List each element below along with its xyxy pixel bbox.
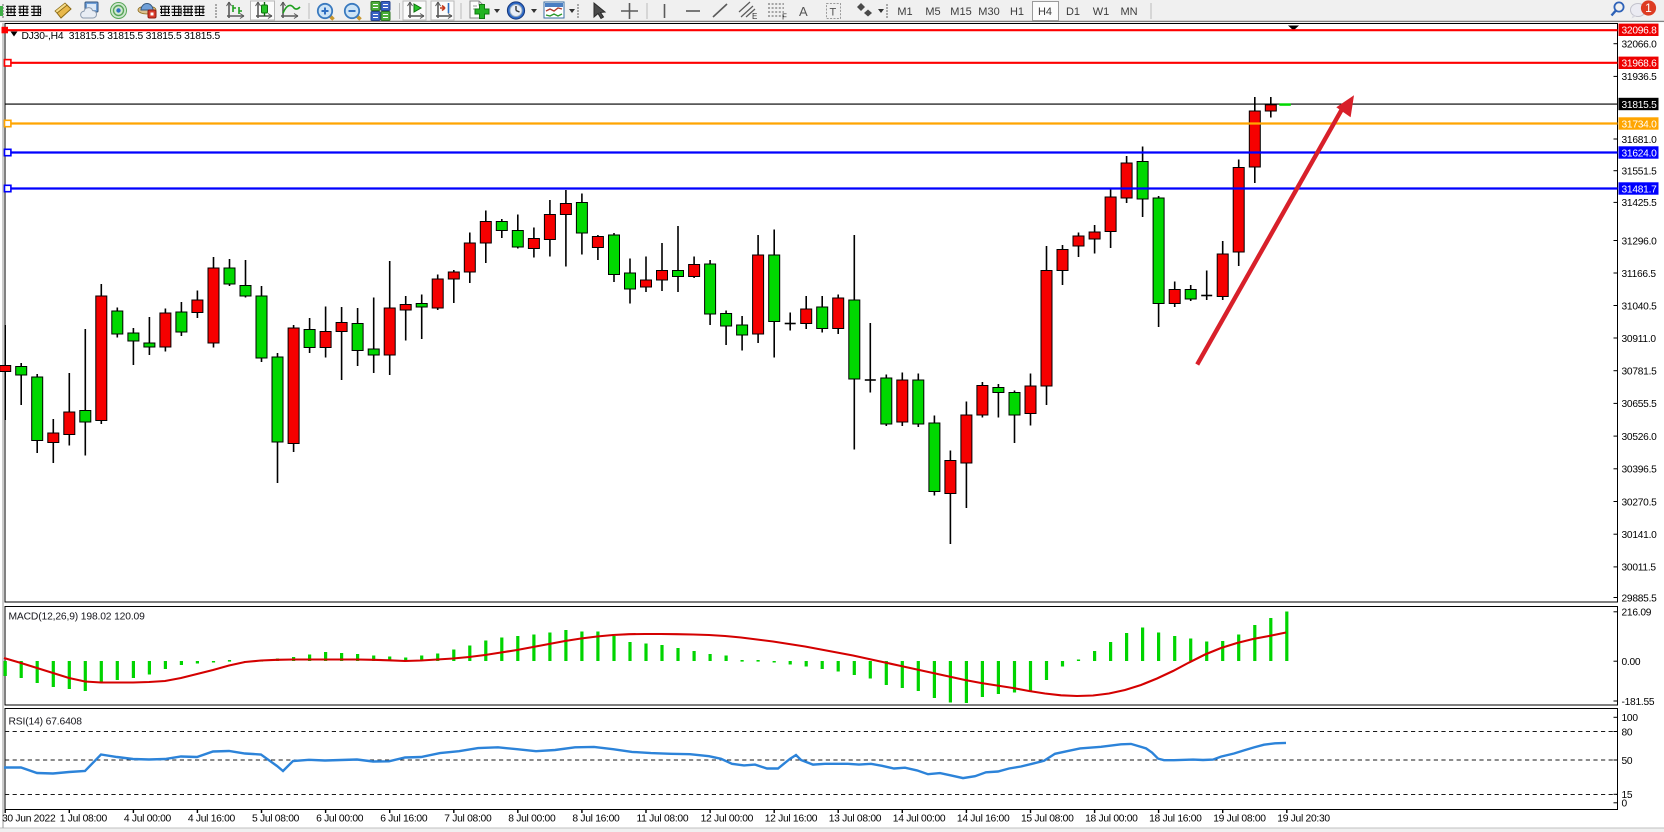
svg-text:31296.0: 31296.0 [1622,236,1658,247]
svg-text:31166.5: 31166.5 [1622,269,1657,280]
svg-text:1: 1 [1645,1,1652,15]
svg-text:32096.8: 32096.8 [1622,26,1658,37]
svg-text:18 Jul 00:00: 18 Jul 00:00 [1085,813,1138,824]
svg-text:4 Jul 00:00: 4 Jul 00:00 [124,813,172,824]
svg-text:18 Jul 16:00: 18 Jul 16:00 [1149,813,1202,824]
svg-text:M15: M15 [950,6,971,18]
svg-text:RSI(14) 67.6408: RSI(14) 67.6408 [9,716,83,727]
svg-text:8 Jul 00:00: 8 Jul 00:00 [508,813,556,824]
svg-text:M30: M30 [978,6,999,18]
svg-text:31481.7: 31481.7 [1622,184,1658,195]
svg-text:0: 0 [1622,799,1628,810]
svg-text:19 Jul 08:00: 19 Jul 08:00 [1213,813,1266,824]
svg-text:H4: H4 [1038,6,1052,18]
svg-text:31815.5: 31815.5 [1622,100,1658,111]
svg-text:E: E [752,12,757,21]
svg-text:7 Jul 08:00: 7 Jul 08:00 [444,813,492,824]
svg-text:11 Jul 08:00: 11 Jul 08:00 [637,813,689,824]
svg-text:31681.0: 31681.0 [1622,135,1658,146]
svg-text:0.00: 0.00 [1622,657,1641,668]
svg-text:31624.0: 31624.0 [1622,148,1658,159]
svg-text:30911.0: 30911.0 [1622,334,1657,345]
svg-text:14 Jul 16:00: 14 Jul 16:00 [957,813,1010,824]
svg-text:12 Jul 16:00: 12 Jul 16:00 [765,813,818,824]
svg-text:30655.5: 30655.5 [1622,399,1658,410]
svg-text:1 Jul 08:00: 1 Jul 08:00 [60,813,108,824]
svg-text:M5: M5 [925,6,940,18]
svg-text:MN: MN [1120,6,1137,18]
svg-text:29885.5: 29885.5 [1622,593,1658,604]
svg-text:100: 100 [1622,713,1639,724]
svg-text:30 Jun 2022: 30 Jun 2022 [2,813,56,824]
svg-text:31551.5: 31551.5 [1622,167,1658,178]
svg-text:50: 50 [1622,756,1633,767]
svg-text:D1: D1 [1066,6,1080,18]
svg-text:15: 15 [1622,790,1633,801]
svg-text:31968.6: 31968.6 [1622,59,1658,70]
svg-text:31040.5: 31040.5 [1622,301,1658,312]
svg-text:T: T [830,7,837,19]
svg-text:30526.0: 30526.0 [1622,432,1658,443]
svg-text:30781.5: 30781.5 [1622,367,1658,378]
svg-text:30396.5: 30396.5 [1622,465,1658,476]
svg-text:13 Jul 08:00: 13 Jul 08:00 [829,813,882,824]
svg-text:4 Jul 16:00: 4 Jul 16:00 [188,813,236,824]
svg-text:F: F [782,13,787,22]
svg-text:15 Jul 08:00: 15 Jul 08:00 [1021,813,1074,824]
svg-text:M1: M1 [897,6,912,18]
svg-text:MACD(12,26,9) 198.02 120.09: MACD(12,26,9) 198.02 120.09 [9,611,146,622]
svg-text:31425.5: 31425.5 [1622,198,1658,209]
svg-text:DJ30-,H4 31815.5 31815.5 3181: DJ30-,H4 31815.5 31815.5 31815.5 31815.5 [22,31,221,42]
svg-text:216.09: 216.09 [1622,608,1652,619]
svg-text:14 Jul 00:00: 14 Jul 00:00 [893,813,946,824]
svg-text:W1: W1 [1093,6,1110,18]
svg-text:30011.5: 30011.5 [1622,563,1657,574]
svg-text:6 Jul 16:00: 6 Jul 16:00 [380,813,428,824]
svg-text:12 Jul 00:00: 12 Jul 00:00 [701,813,754,824]
svg-text:32066.0: 32066.0 [1622,40,1658,51]
svg-text:31734.0: 31734.0 [1622,119,1658,130]
svg-text:H1: H1 [1010,6,1024,18]
svg-text:6 Jul 00:00: 6 Jul 00:00 [316,813,364,824]
svg-text:80: 80 [1622,727,1633,738]
svg-text:-181.55: -181.55 [1622,697,1655,708]
svg-text:5 Jul 08:00: 5 Jul 08:00 [252,813,300,824]
svg-text:31936.5: 31936.5 [1622,72,1658,83]
svg-text:8 Jul 16:00: 8 Jul 16:00 [572,813,620,824]
svg-text:30270.5: 30270.5 [1622,497,1658,508]
svg-text:30141.0: 30141.0 [1622,530,1658,541]
svg-text:19 Jul 20:30: 19 Jul 20:30 [1277,813,1330,824]
svg-text:A: A [799,4,808,19]
